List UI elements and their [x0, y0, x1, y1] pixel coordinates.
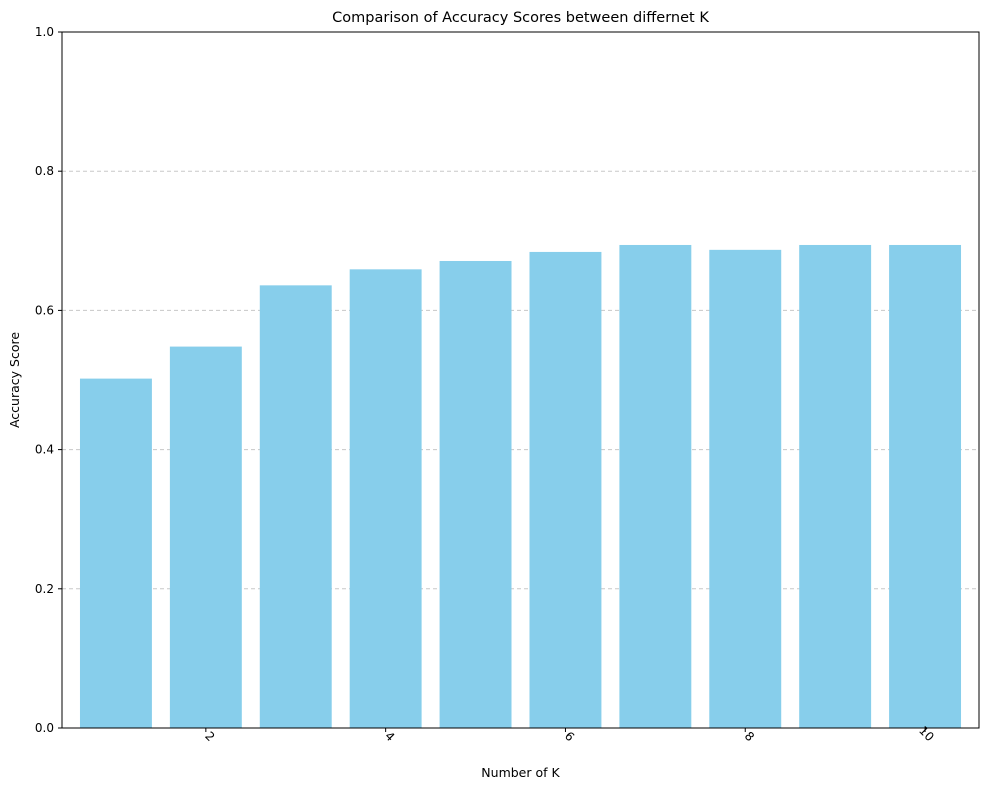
bar-k-1 — [79, 378, 152, 728]
bar-k-6 — [529, 251, 602, 728]
bar-k-10 — [889, 244, 962, 728]
x-tick-label: 8 — [742, 729, 757, 744]
bar-k-3 — [259, 285, 332, 728]
bar-k-5 — [439, 260, 512, 728]
y-tick-label: 1.0 — [35, 25, 54, 39]
x-tick-label: 6 — [562, 729, 577, 744]
y-tick-label: 0.0 — [35, 721, 54, 735]
bar-k-9 — [799, 244, 872, 728]
y-tick-label: 0.6 — [35, 303, 54, 317]
bar-k-2 — [169, 346, 242, 728]
x-tick-label: 2 — [202, 729, 217, 744]
chart-title: Comparison of Accuracy Scores between di… — [332, 10, 709, 26]
y-axis-label: Accuracy Score — [7, 332, 22, 428]
bars — [79, 244, 962, 728]
x-tick-label: 4 — [382, 729, 397, 744]
y-axis-ticks: 0.0 0.2 0.4 0.6 0.8 1.0 — [35, 25, 62, 735]
y-tick-label: 0.8 — [35, 164, 54, 178]
x-axis-label: Number of K — [481, 765, 560, 780]
y-tick-label: 0.2 — [35, 582, 54, 596]
axes — [61, 31, 980, 729]
bar-k-7 — [619, 244, 692, 728]
plot-frame — [61, 31, 980, 729]
bar-k-4 — [349, 269, 422, 728]
y-tick-label: 0.4 — [35, 443, 54, 457]
bar-k-8 — [709, 249, 782, 728]
